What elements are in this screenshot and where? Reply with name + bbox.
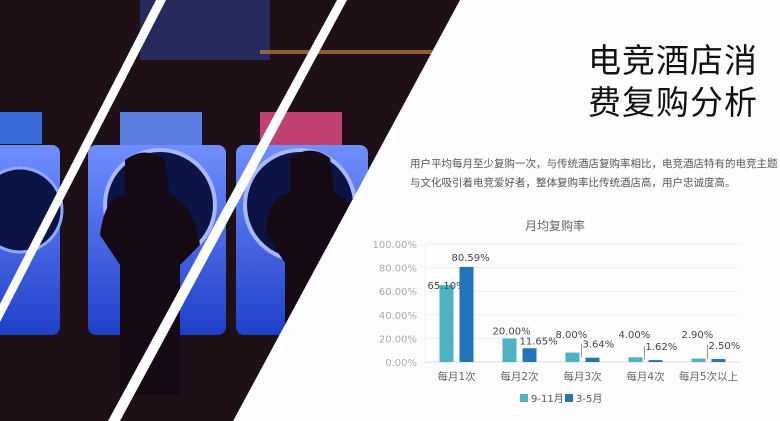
bar [459, 266, 474, 362]
data-label: 65.10% [428, 281, 466, 292]
x-tick-label: 每月3次 [563, 370, 602, 383]
bar [691, 358, 706, 362]
bar [585, 357, 600, 362]
x-tick-label: 每月5次以上 [679, 370, 738, 383]
title-line-2: 费复购分析 [588, 83, 758, 122]
bar [628, 357, 643, 362]
x-tick-label: 每月1次 [437, 370, 476, 383]
bar [565, 352, 580, 362]
x-tick-label: 每月2次 [500, 370, 539, 383]
legend-swatch [520, 394, 528, 402]
y-tick-label: 0.00% [385, 358, 417, 369]
x-tick-label: 每月4次 [626, 370, 665, 383]
data-label: 8.00% [556, 330, 588, 341]
page-title: 电竞酒店消 费复购分析 [588, 40, 758, 124]
data-label: 1.62% [646, 342, 678, 353]
legend-swatch [565, 394, 573, 402]
data-label: 20.00% [493, 326, 531, 337]
y-tick-label: 20.00% [379, 334, 417, 345]
data-label: 2.50% [709, 341, 741, 352]
bar [522, 348, 537, 362]
bar [711, 359, 726, 362]
repurchase-chart: 月均复购率 0.00% 20.00% 40.00% 60.00% 80.00% 100.00… [373, 218, 741, 405]
legend-label: 9-11月 [531, 393, 564, 405]
y-tick-label: 40.00% [379, 311, 417, 322]
data-label: 80.59% [452, 253, 490, 264]
bar [648, 360, 663, 362]
y-tick-label: 80.00% [379, 264, 417, 275]
data-label: 11.65% [520, 336, 558, 347]
y-tick-label: 60.00% [379, 287, 417, 298]
data-label: 4.00% [619, 330, 651, 341]
bar [439, 285, 454, 362]
bar [502, 338, 517, 362]
data-label: 3.64% [583, 340, 615, 351]
chart-title: 月均复购率 [525, 218, 585, 233]
y-tick-label: 100.00% [373, 240, 418, 251]
title-line-1: 电竞酒店消 [588, 41, 758, 80]
legend-label: 3-5月 [576, 393, 602, 405]
data-label: 2.90% [682, 330, 714, 341]
description: 用户平均每月至少复购一次，与传统酒店复购率相比，电竞酒店特有的电竞主题与文化吸引… [410, 158, 778, 189]
